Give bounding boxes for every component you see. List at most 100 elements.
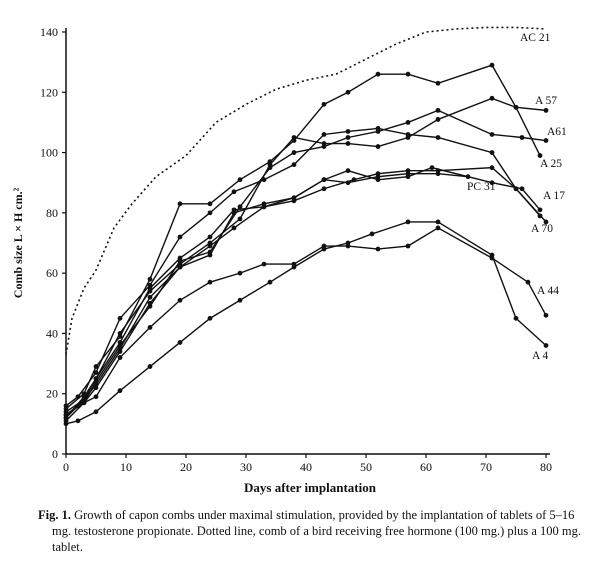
data-point (405, 132, 411, 137)
data-point (375, 71, 381, 77)
data-point (237, 216, 243, 222)
data-point (261, 204, 267, 210)
x-tick-label: 60 (420, 460, 432, 474)
data-point (405, 243, 411, 249)
series-label: AC 21 (520, 32, 551, 44)
y-tick-label: 0 (52, 447, 58, 461)
data-point (147, 325, 153, 330)
data-point (63, 403, 69, 409)
y-tick-label: 80 (46, 206, 58, 220)
data-point (267, 159, 273, 165)
data-point (489, 252, 495, 258)
data-point (405, 219, 411, 225)
data-point (177, 255, 183, 261)
data-point (435, 135, 441, 140)
data-point (321, 246, 327, 252)
data-point (405, 120, 411, 125)
series-label: A 70 (531, 223, 553, 235)
caption-lead: Fig. 1. (38, 508, 71, 522)
data-point (237, 177, 243, 183)
data-point (117, 340, 123, 345)
x-tick-label: 10 (120, 460, 132, 474)
data-point (405, 168, 411, 174)
y-tick-label: 100 (40, 146, 58, 160)
data-point (75, 403, 81, 409)
data-point (177, 297, 183, 303)
data-point (345, 129, 351, 134)
series-line (65, 26, 547, 355)
series-label: PC 31 (467, 181, 496, 193)
series-label: A 57 (535, 95, 557, 107)
data-point (543, 312, 549, 318)
data-point (177, 234, 183, 240)
data-point (435, 80, 441, 86)
data-point (177, 201, 183, 207)
data-point (117, 315, 123, 321)
x-tick-label: 50 (360, 460, 372, 474)
x-tick-label: 70 (480, 460, 492, 474)
data-point (207, 234, 213, 240)
data-point (147, 300, 153, 306)
data-point (267, 279, 273, 285)
series-label: A 44 (537, 285, 559, 297)
data-point (489, 132, 495, 137)
x-tick-label: 80 (540, 460, 552, 474)
data-point (375, 126, 381, 131)
series-line (65, 127, 541, 407)
data-point (543, 219, 549, 225)
data-point (537, 207, 543, 213)
y-tick-label: 60 (46, 266, 58, 280)
y-tick-label: 140 (40, 25, 58, 39)
data-point (513, 315, 519, 321)
data-point (147, 294, 153, 300)
series-label: A 25 (540, 158, 562, 170)
data-point (117, 355, 123, 360)
data-point (513, 104, 519, 110)
data-point (231, 189, 237, 195)
data-point (321, 144, 327, 149)
data-point (75, 418, 81, 424)
series-line (65, 64, 541, 410)
data-point (207, 252, 213, 258)
data-point (435, 219, 441, 225)
data-point (351, 177, 357, 183)
y-axis-label: Comb size L × H cm.² (11, 187, 25, 298)
data-point (429, 165, 435, 171)
data-point (345, 89, 351, 95)
data-point (267, 165, 273, 171)
series-line (65, 172, 469, 419)
data-point (525, 279, 531, 285)
data-point (93, 409, 99, 415)
data-point (345, 240, 351, 246)
data-point (237, 204, 243, 210)
data-point (117, 388, 123, 394)
data-point (147, 282, 153, 288)
data-point (237, 270, 243, 276)
data-point (291, 138, 297, 143)
series-line (65, 97, 547, 419)
data-point (63, 421, 69, 427)
data-point (435, 117, 441, 122)
chart: Days after implantation Comb size L × H … (11, 25, 567, 495)
series-line (65, 221, 547, 425)
data-point (63, 412, 69, 418)
data-point (435, 107, 441, 113)
data-point (207, 210, 213, 216)
data-point (537, 213, 543, 219)
data-point (519, 186, 525, 192)
data-point (489, 180, 495, 186)
data-point (177, 264, 183, 270)
data-point (177, 340, 183, 345)
data-point (369, 231, 375, 237)
data-point (537, 153, 543, 158)
data-point (231, 207, 237, 213)
data-point (489, 150, 495, 155)
data-point (93, 376, 99, 382)
y-tick-label: 120 (40, 85, 58, 99)
caption: Fig. 1. Growth of capon combs under maxi… (38, 507, 582, 555)
data-point (207, 201, 213, 207)
data-point (93, 385, 99, 391)
x-tick-label: 20 (180, 460, 192, 474)
data-point (93, 394, 99, 400)
data-point (543, 107, 549, 113)
